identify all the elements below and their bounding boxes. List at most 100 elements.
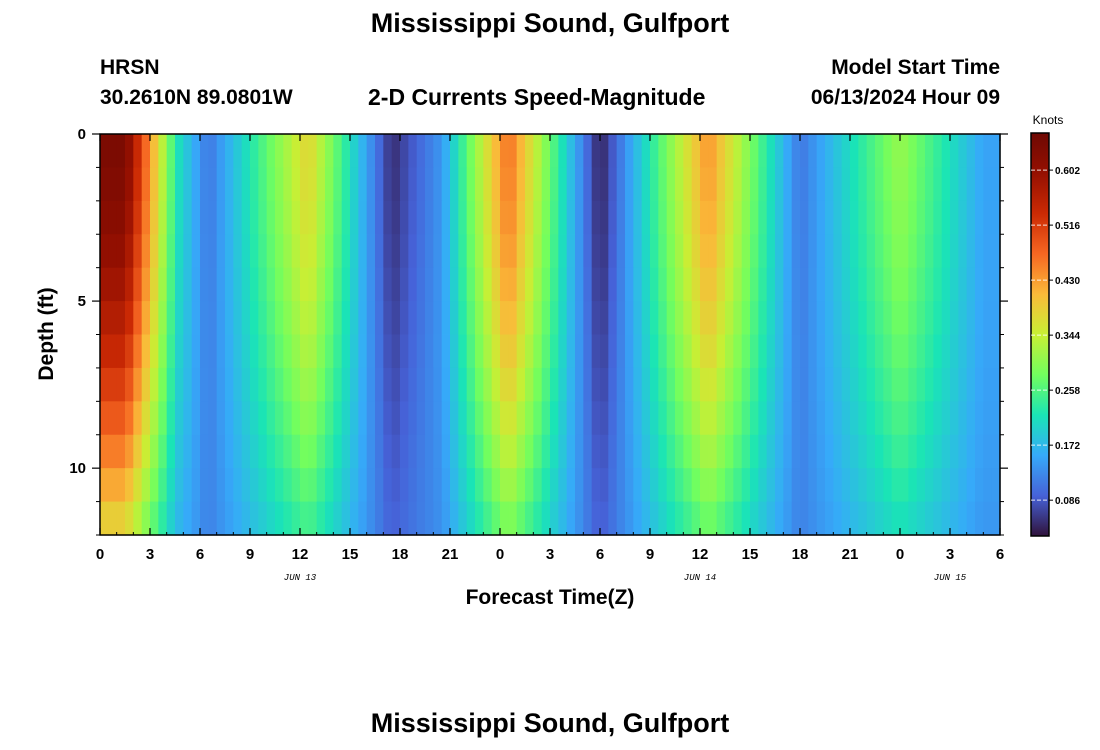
heatmap-cell	[308, 200, 318, 235]
heatmap-cell	[900, 468, 909, 503]
heatmap-cell	[550, 434, 559, 469]
heatmap-cell	[808, 167, 818, 202]
heatmap-cell	[275, 401, 284, 436]
heatmap-cell	[800, 401, 809, 436]
heatmap-cell	[750, 501, 759, 536]
heatmap-cell	[766, 200, 776, 235]
heatmap-cell	[441, 468, 451, 503]
x-tick-label: 12	[292, 546, 309, 563]
heatmap-cell	[241, 301, 251, 336]
heatmap-cell	[833, 334, 843, 369]
heatmap-cell	[108, 234, 118, 269]
heatmap-cell	[925, 367, 934, 402]
heatmap-cell	[383, 234, 393, 269]
heatmap-cell	[375, 167, 384, 202]
heatmap-cell	[875, 200, 884, 235]
heatmap-cell	[841, 367, 851, 402]
heatmap-cell	[150, 501, 159, 536]
heatmap-cell	[100, 434, 109, 469]
heatmap-cell	[850, 134, 859, 169]
heatmap-cell	[166, 234, 176, 269]
colorbar-gradient	[1030, 132, 1050, 537]
heatmap-cell	[908, 267, 918, 302]
heatmap-cell	[958, 367, 968, 402]
heatmap-cell	[508, 468, 518, 503]
heatmap-cell	[741, 434, 751, 469]
heatmap-cell	[266, 134, 276, 169]
heatmap-cell	[708, 367, 718, 402]
heatmap-cell	[816, 267, 826, 302]
heatmap-cell	[458, 367, 468, 402]
heatmap-cell	[883, 134, 893, 169]
heatmap-cell	[491, 434, 501, 469]
heatmap-cell	[216, 468, 226, 503]
heatmap-cell	[475, 334, 484, 369]
heatmap-cell	[491, 134, 501, 169]
heatmap-cell	[241, 401, 251, 436]
heatmap-cell	[716, 367, 726, 402]
heatmap-cell	[566, 200, 576, 235]
heatmap-cell	[966, 234, 976, 269]
heatmap-cell	[991, 367, 1001, 402]
heatmap-cell	[858, 200, 868, 235]
heatmap-cell	[216, 134, 226, 169]
heatmap-cell	[741, 334, 751, 369]
heatmap-cell	[316, 401, 326, 436]
heatmap-cell	[841, 468, 851, 503]
heatmap-cell	[258, 434, 268, 469]
heatmap-cell	[525, 367, 534, 402]
heatmap-cell	[775, 200, 784, 235]
heatmap-cell	[358, 167, 368, 202]
heatmap-cell	[900, 401, 909, 436]
heatmap-cell	[250, 468, 259, 503]
heatmap-cell	[633, 334, 643, 369]
heatmap-cell	[891, 200, 901, 235]
heatmap-cell	[558, 468, 568, 503]
heatmap-cell	[191, 234, 201, 269]
heatmap-cell	[958, 501, 968, 536]
heatmap-cell	[583, 468, 593, 503]
heatmap-cell	[141, 367, 151, 402]
heatmap-cell	[216, 301, 226, 336]
heatmap-cell	[941, 334, 951, 369]
heatmap-cell	[400, 167, 409, 202]
heatmap-cell	[441, 434, 451, 469]
heatmap-cell	[325, 134, 334, 169]
heatmap-cell	[366, 334, 376, 369]
heatmap-cell	[850, 334, 859, 369]
heatmap-cell	[391, 367, 401, 402]
heatmap-cell	[683, 234, 693, 269]
heatmap-cell	[750, 367, 759, 402]
heatmap-cell	[925, 134, 934, 169]
heatmap-cell	[316, 501, 326, 536]
heatmap-cell	[858, 334, 868, 369]
heatmap-cell	[125, 434, 134, 469]
heatmap-cell	[425, 367, 434, 402]
heatmap-cell	[250, 200, 259, 235]
heatmap-cell	[500, 301, 509, 336]
heatmap-cell	[125, 134, 134, 169]
x-tick-label: 6	[196, 546, 204, 563]
heatmap-cell	[700, 301, 709, 336]
heatmap-cell	[250, 134, 259, 169]
heatmap-cell	[266, 200, 276, 235]
heatmap-cell	[575, 334, 584, 369]
heatmap-cell	[150, 367, 159, 402]
heatmap-cell	[358, 401, 368, 436]
heatmap-cell	[758, 167, 768, 202]
heatmap-cell	[800, 434, 809, 469]
heatmap-cell	[783, 301, 793, 336]
heatmap-cell	[558, 501, 568, 536]
heatmap-cell	[816, 501, 826, 536]
station-id: HRSN	[100, 56, 160, 79]
heatmap-cell	[591, 501, 601, 536]
heatmap-cell	[616, 334, 626, 369]
heatmap-cell	[758, 434, 768, 469]
heatmap-cell	[216, 234, 226, 269]
heatmap-cell	[725, 301, 734, 336]
heatmap-cell	[258, 267, 268, 302]
heatmap-cell	[991, 167, 1001, 202]
heatmap-cell	[858, 301, 868, 336]
heatmap-cell	[200, 301, 209, 336]
heatmap-cell	[566, 301, 576, 336]
